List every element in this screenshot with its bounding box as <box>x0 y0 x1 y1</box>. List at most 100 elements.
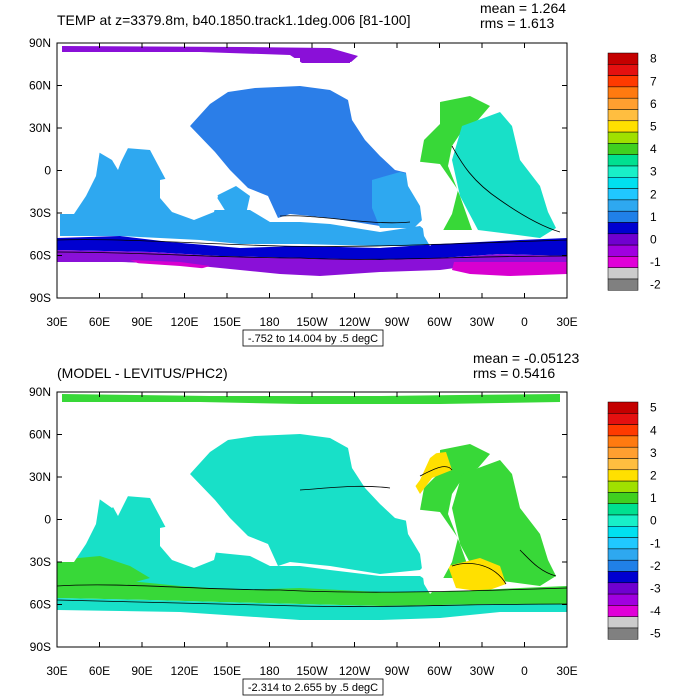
x-tick-label: 30W <box>470 664 495 678</box>
colorbar-label: 5 <box>650 119 657 133</box>
north-america <box>350 60 450 158</box>
colorbar-label: -4 <box>650 604 661 618</box>
mid-atlantic <box>452 112 556 238</box>
colorbar-swatch <box>607 435 639 448</box>
colorbar-swatch <box>607 616 639 629</box>
colorbar-swatch <box>607 582 639 595</box>
colorbar-swatch <box>607 233 639 246</box>
panel-2-mean: mean = -0.05123 <box>473 350 579 366</box>
panel-2-xticks: 30E 60E 90E 120E 150E 180 150W 120W 90W 60W 30W 0 30… <box>46 392 578 678</box>
y-tick-label: 0 <box>44 513 51 527</box>
asia <box>57 58 300 140</box>
colorbar-swatch <box>607 537 639 550</box>
colorbar-label: -2 <box>650 559 661 573</box>
colorbar-label: 4 <box>650 423 657 437</box>
panel-2: (MODEL - LEVITUS/PHC2) mean = -0.05123 r… <box>29 350 661 696</box>
panel-1-contour-info-box <box>242 329 384 347</box>
colorbar-label: -5 <box>650 627 661 641</box>
europe-2 <box>488 412 567 458</box>
x-tick-label: 180 <box>259 315 279 329</box>
y-tick-label: 90N <box>29 36 51 50</box>
panel-1-contours <box>57 145 567 260</box>
north-america-2 <box>350 408 450 506</box>
x-tick-label: 90E <box>131 664 152 678</box>
x-tick-label: 30E <box>556 315 577 329</box>
panel-1-rms: rms = 1.613 <box>480 15 555 31</box>
colorbar-swatch <box>607 199 639 212</box>
colorbar-swatch <box>607 154 639 167</box>
colorbar-swatch <box>607 424 639 437</box>
panel-1-yticks: 90N 60N 30N 0 30S 60S 90S <box>29 36 567 305</box>
colorbar-swatch <box>607 143 639 155</box>
colorbar-swatch <box>607 75 639 88</box>
colorbar-swatch <box>607 109 639 122</box>
y-tick-label: 60S <box>30 249 51 263</box>
y-tick-label: 30N <box>29 121 51 135</box>
x-tick-label: 150W <box>296 664 328 678</box>
x-tick-label: 60E <box>89 664 110 678</box>
colorbar-swatch <box>607 64 639 76</box>
colorbar-swatch <box>607 177 639 189</box>
colorbar-swatch <box>607 605 639 617</box>
colorbar-label: 0 <box>650 232 657 246</box>
panel-2-contours <box>57 466 567 607</box>
colorbar-label: 8 <box>650 52 657 66</box>
panel-2-contour-info-box <box>242 678 384 696</box>
arctic-ocean-2 <box>62 394 560 404</box>
x-tick-label: 30W <box>470 315 495 329</box>
indian-green-2 <box>57 556 150 588</box>
colorbar-swatch <box>607 446 639 459</box>
x-tick-label: 60W <box>427 664 452 678</box>
pacific-ocean <box>190 86 432 226</box>
colorbar-swatch <box>607 548 639 561</box>
colorbar-swatch <box>607 244 639 257</box>
southern-ocean-green-2 <box>57 580 567 606</box>
x-tick-label: 30E <box>556 664 577 678</box>
colorbar-label: -3 <box>650 581 661 595</box>
x-tick-label: 120E <box>170 664 198 678</box>
colorbar-label: 3 <box>650 446 657 460</box>
x-tick-label: 0 <box>521 664 528 678</box>
y-tick-label: 60N <box>29 428 51 442</box>
africa <box>57 84 104 214</box>
panel-1-contour-info: -.752 to 14.004 by .5 degC <box>248 333 378 345</box>
pacific-2 <box>190 434 432 574</box>
y-tick-label: 0 <box>44 164 51 178</box>
southern-ocean-purple <box>57 250 567 276</box>
colorbar-swatch <box>607 165 639 178</box>
x-tick-label: 60W <box>427 315 452 329</box>
colorbar-swatch <box>607 188 639 201</box>
panel-1-colorbar: 8 7 6 5 4 3 2 1 0 -1 -2 <box>607 52 661 292</box>
x-tick-label: 90E <box>131 315 152 329</box>
panel-1: TEMP at z=3379.8m, b40.1850.track1.1deg.… <box>29 0 661 347</box>
y-tick-label: 60S <box>30 598 51 612</box>
colorbar-label: -2 <box>650 278 661 292</box>
y-tick-label: 90N <box>29 385 51 399</box>
x-tick-label: 150E <box>213 664 241 678</box>
x-tick-label: 180 <box>259 664 279 678</box>
y-tick-label: 90S <box>30 640 51 654</box>
panel-2-title: (MODEL - LEVITUS/PHC2) <box>57 365 228 381</box>
colorbar-label: 3 <box>650 165 657 179</box>
colorbar-swatch <box>607 278 639 291</box>
colorbar-label: 1 <box>650 210 657 224</box>
y-tick-label: 60N <box>29 79 51 93</box>
antarctica-2 <box>57 612 567 647</box>
colorbar-label: 4 <box>650 142 657 156</box>
ocean-main-2 <box>60 496 432 598</box>
colorbar-swatch <box>607 256 639 268</box>
weddell-magenta <box>452 262 567 276</box>
panel-2-rms: rms = 0.5416 <box>473 365 555 381</box>
colorbar-swatch <box>607 210 639 223</box>
panel-2-yticks: 90N 60N 30N 0 30S 60S 90S <box>29 385 567 654</box>
colorbar-label: 0 <box>650 514 657 528</box>
colorbar-swatch <box>607 593 639 606</box>
colorbar-swatch <box>607 86 639 99</box>
colorbar-label: 6 <box>650 97 657 111</box>
tasman-sea <box>216 186 250 214</box>
x-tick-label: 90W <box>385 315 410 329</box>
australia-2 <box>160 524 218 568</box>
colorbar-swatch <box>607 469 639 482</box>
y-tick-label: 30S <box>30 555 51 569</box>
colorbar-label: 2 <box>650 468 657 482</box>
